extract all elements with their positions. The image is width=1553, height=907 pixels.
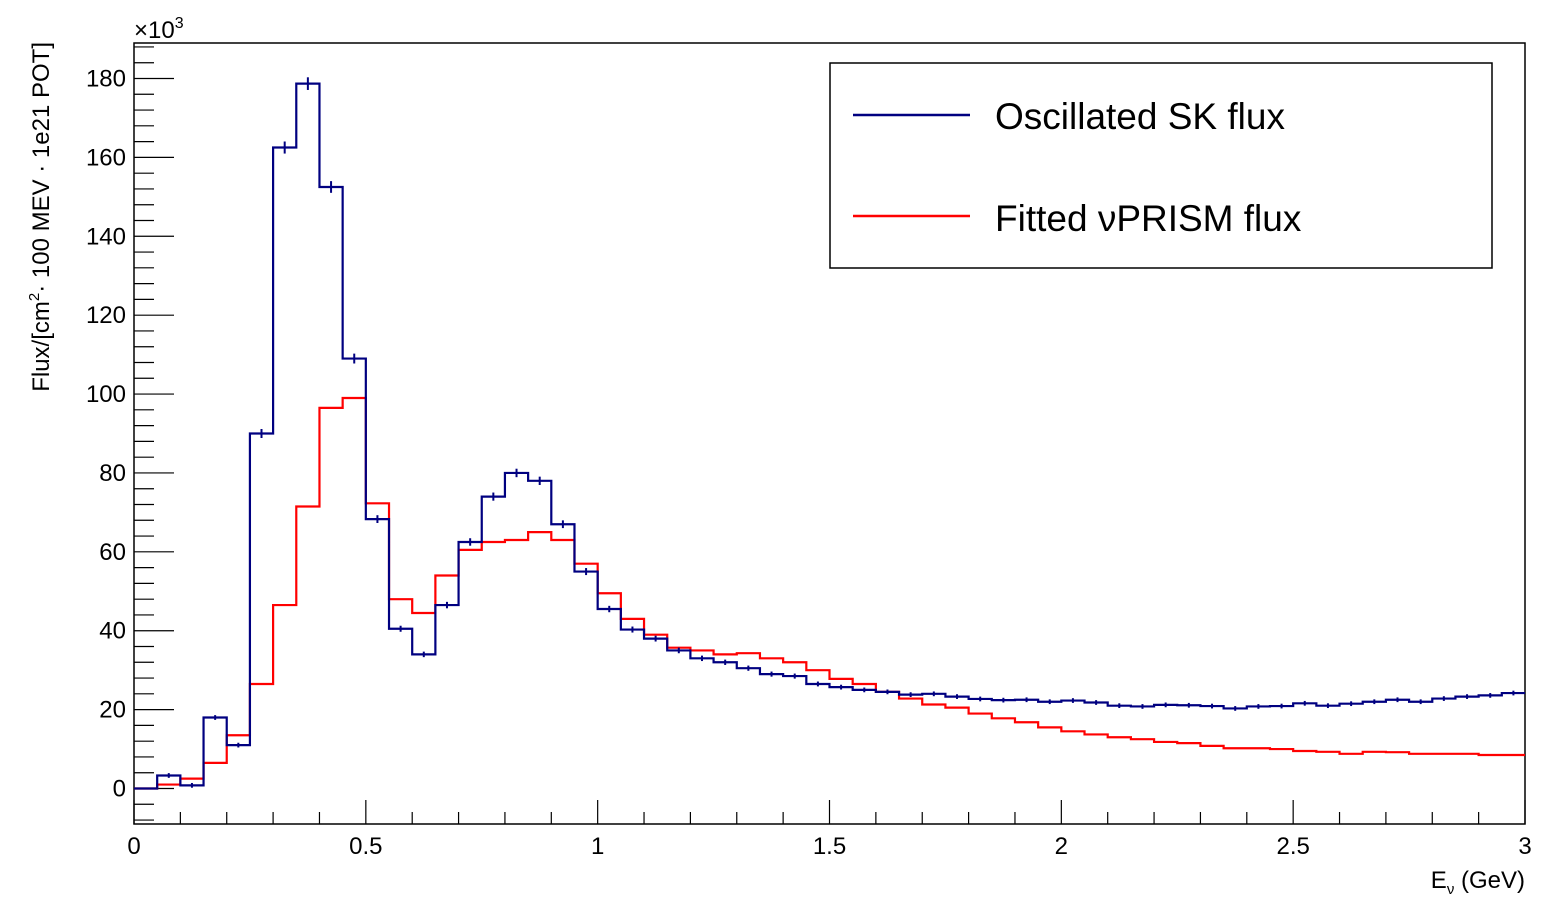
y-ticks: 0 20 40 60 80 100 120 140 160 180 bbox=[86, 46, 174, 821]
y-tick-label: 0 bbox=[113, 776, 126, 803]
x-tick-label: 1 bbox=[591, 833, 604, 860]
legend-box bbox=[829, 62, 1493, 269]
legend-label-fitted-nuprism: Fitted νPRISM flux bbox=[995, 198, 1302, 239]
y-tick-label: 100 bbox=[86, 381, 126, 408]
y-tick-label: 140 bbox=[86, 223, 126, 250]
x-tick-label: 0.5 bbox=[349, 833, 382, 860]
x-tick-label: 1.5 bbox=[813, 833, 846, 860]
x-ticks: 0 0.5 1 1.5 2 2.5 3 bbox=[127, 800, 1532, 860]
y-tick-label: 20 bbox=[99, 697, 126, 724]
x-axis-title: Eν (GeV) bbox=[1431, 867, 1525, 898]
y-multiplier: ×103 bbox=[134, 15, 184, 44]
y-tick-label: 120 bbox=[86, 302, 126, 329]
y-tick-label: 180 bbox=[86, 66, 126, 93]
x-tick-label: 3 bbox=[1518, 833, 1531, 860]
series-line-0 bbox=[134, 82, 1525, 790]
legend-label-oscillated-sk: Oscillated SK flux bbox=[995, 96, 1285, 137]
x-tick-label: 2 bbox=[1055, 833, 1068, 860]
series-layer bbox=[134, 77, 1525, 790]
series-line-1 bbox=[134, 396, 1525, 790]
y-tick-label: 40 bbox=[99, 618, 126, 645]
y-axis-title: Flux/[cm2· 100 MEV · 1e21 POT] bbox=[26, 42, 55, 392]
y-tick-label: 160 bbox=[86, 144, 126, 171]
y-tick-label: 80 bbox=[99, 460, 126, 487]
y-tick-label: 60 bbox=[99, 539, 126, 566]
x-tick-label: 2.5 bbox=[1276, 833, 1309, 860]
x-tick-label: 0 bbox=[127, 833, 140, 860]
legend: Oscillated SK flux Fitted νPRISM flux bbox=[829, 62, 1493, 269]
